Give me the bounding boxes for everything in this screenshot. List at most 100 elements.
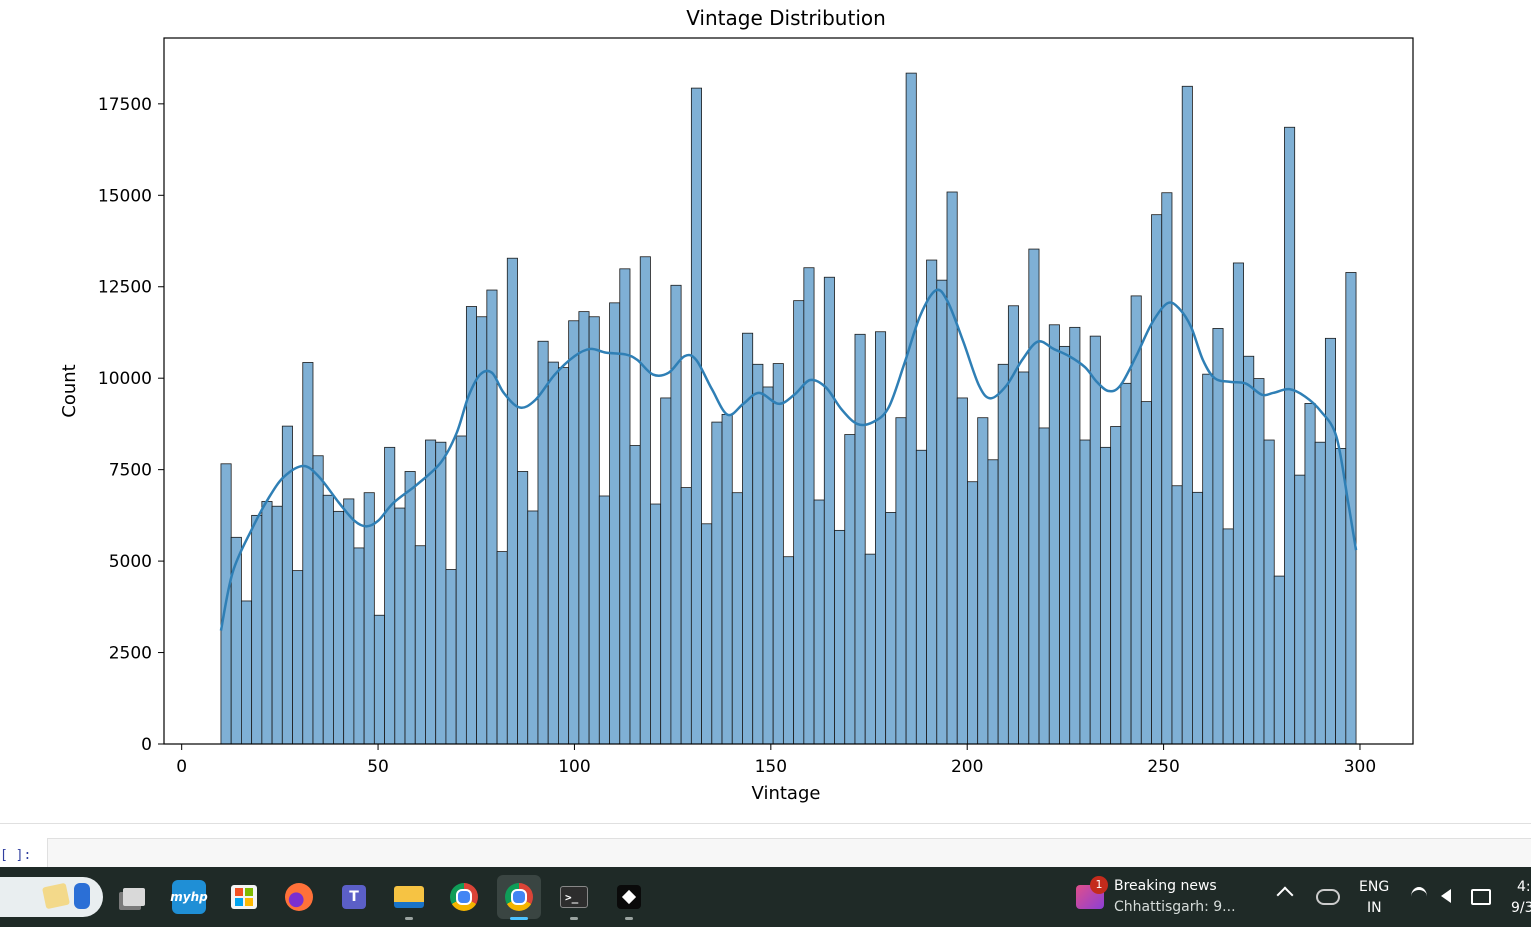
histogram-bar xyxy=(947,192,957,744)
teams-icon[interactable]: T xyxy=(337,880,371,914)
widgets-button[interactable] xyxy=(0,877,103,917)
histogram-bar xyxy=(436,442,446,744)
histogram-bar xyxy=(1254,379,1264,744)
histogram-bar xyxy=(875,332,885,744)
y-tick-label: 17500 xyxy=(98,95,152,115)
histogram-bar xyxy=(385,447,395,744)
firefox-icon[interactable] xyxy=(282,880,316,914)
histogram-bar xyxy=(293,571,303,744)
y-axis-label: Count xyxy=(59,364,80,417)
histogram-bar xyxy=(1305,403,1315,744)
histogram-bar xyxy=(937,280,947,744)
histogram-bar xyxy=(579,312,589,744)
histogram-bar xyxy=(753,364,763,744)
file-explorer-icon[interactable] xyxy=(392,880,426,914)
histogram-bar xyxy=(1080,440,1090,744)
histogram-bar xyxy=(1008,306,1018,744)
histogram-bar xyxy=(344,499,354,744)
cell-divider xyxy=(0,823,1531,824)
histogram-bar xyxy=(1192,492,1202,744)
x-axis-label: Vintage xyxy=(752,783,821,804)
histogram-bar xyxy=(323,495,333,744)
histogram-bar xyxy=(538,341,548,744)
news-title: Breaking news xyxy=(1114,878,1217,894)
widget-notepad-icon xyxy=(42,883,70,910)
histogram-bar xyxy=(1059,346,1069,744)
histogram-bar xyxy=(303,362,313,744)
news-subtitle: Chhattisgarh: 9... xyxy=(1114,899,1236,915)
histogram-bar xyxy=(1029,249,1039,744)
histogram-bar xyxy=(773,364,783,744)
histogram-bar xyxy=(1039,428,1049,744)
histogram-bar xyxy=(988,460,998,744)
histogram-bar xyxy=(1019,372,1029,744)
histogram-bar xyxy=(1336,448,1346,744)
histogram-bar xyxy=(405,471,415,744)
terminal-indicator xyxy=(570,917,578,920)
histogram-bar xyxy=(599,496,609,744)
histogram-bar xyxy=(1121,383,1131,744)
histogram-bar xyxy=(896,418,906,744)
histogram-bar xyxy=(610,303,620,744)
chrome-profile-icon[interactable] xyxy=(497,875,541,919)
histogram-bar xyxy=(333,511,343,744)
histogram-bar xyxy=(1223,529,1233,744)
histogram-bar xyxy=(845,435,855,744)
terminal-icon[interactable]: >_ xyxy=(557,880,591,914)
histogram-bar xyxy=(548,362,558,744)
task-view-icon[interactable] xyxy=(117,880,151,914)
histogram-bar xyxy=(354,548,364,744)
x-tick-label: 200 xyxy=(951,757,983,777)
microsoft-store-icon[interactable] xyxy=(227,880,261,914)
histogram-bar xyxy=(783,557,793,744)
clock-date: 9/3 xyxy=(1511,900,1531,916)
histogram-bar xyxy=(252,515,262,744)
histogram-bar xyxy=(1141,402,1151,744)
histogram-bar xyxy=(835,530,845,744)
histogram-bar xyxy=(1070,327,1080,744)
histogram-bar xyxy=(742,333,752,744)
wifi-icon[interactable] xyxy=(1411,887,1427,906)
news-badge: 1 xyxy=(1090,876,1108,894)
histogram-bar xyxy=(507,258,517,744)
widget-bottle-icon xyxy=(74,883,90,909)
y-tick-label: 5000 xyxy=(109,552,152,572)
y-tick-label: 10000 xyxy=(98,369,152,389)
histogram-bar xyxy=(1203,374,1213,744)
chart-title: Vintage Distribution xyxy=(686,6,886,30)
myhp-icon[interactable]: myhp xyxy=(172,880,206,914)
histogram-bar xyxy=(395,508,405,744)
histogram-bar xyxy=(681,488,691,744)
y-tick-label: 2500 xyxy=(109,644,152,664)
histogram-bar xyxy=(1315,442,1325,744)
histogram-bar xyxy=(906,73,916,744)
histogram-bar xyxy=(518,471,528,744)
histogram-bar xyxy=(927,260,937,744)
histogram-bar xyxy=(374,615,384,744)
histogram-bar xyxy=(477,317,487,744)
chrome-icon[interactable] xyxy=(447,880,481,914)
box-app-indicator xyxy=(625,917,633,920)
battery-icon[interactable] xyxy=(1471,889,1491,905)
y-tick-label: 12500 xyxy=(98,278,152,298)
x-tick-label: 50 xyxy=(367,757,389,777)
histogram-bar xyxy=(1111,426,1121,744)
histogram-bar xyxy=(313,456,323,744)
histogram-bar xyxy=(650,504,660,744)
histogram-chart: Vintage Distribution 0 50 100 150 200 250 300 … xyxy=(0,0,1531,815)
histogram-bar xyxy=(794,301,804,744)
box-app-icon[interactable] xyxy=(612,880,646,914)
histogram-bar xyxy=(1274,576,1284,744)
chevron-up-icon[interactable] xyxy=(1277,887,1294,904)
histogram-bar xyxy=(661,398,671,744)
taskbar: myhp T >_ 1 Breaking news xyxy=(0,867,1531,927)
onedrive-offline-icon[interactable] xyxy=(1316,889,1340,905)
histogram-bar xyxy=(241,601,251,744)
histogram-bar xyxy=(1244,356,1254,744)
volume-icon[interactable] xyxy=(1441,889,1451,903)
histogram-bar xyxy=(712,422,722,744)
chart-area: Vintage Distribution 0 50 100 150 200 250 300 … xyxy=(0,0,1531,815)
x-tick-label: 150 xyxy=(755,757,787,777)
cell-prompt: [ ]: xyxy=(0,848,31,863)
histogram-bar xyxy=(967,482,977,744)
